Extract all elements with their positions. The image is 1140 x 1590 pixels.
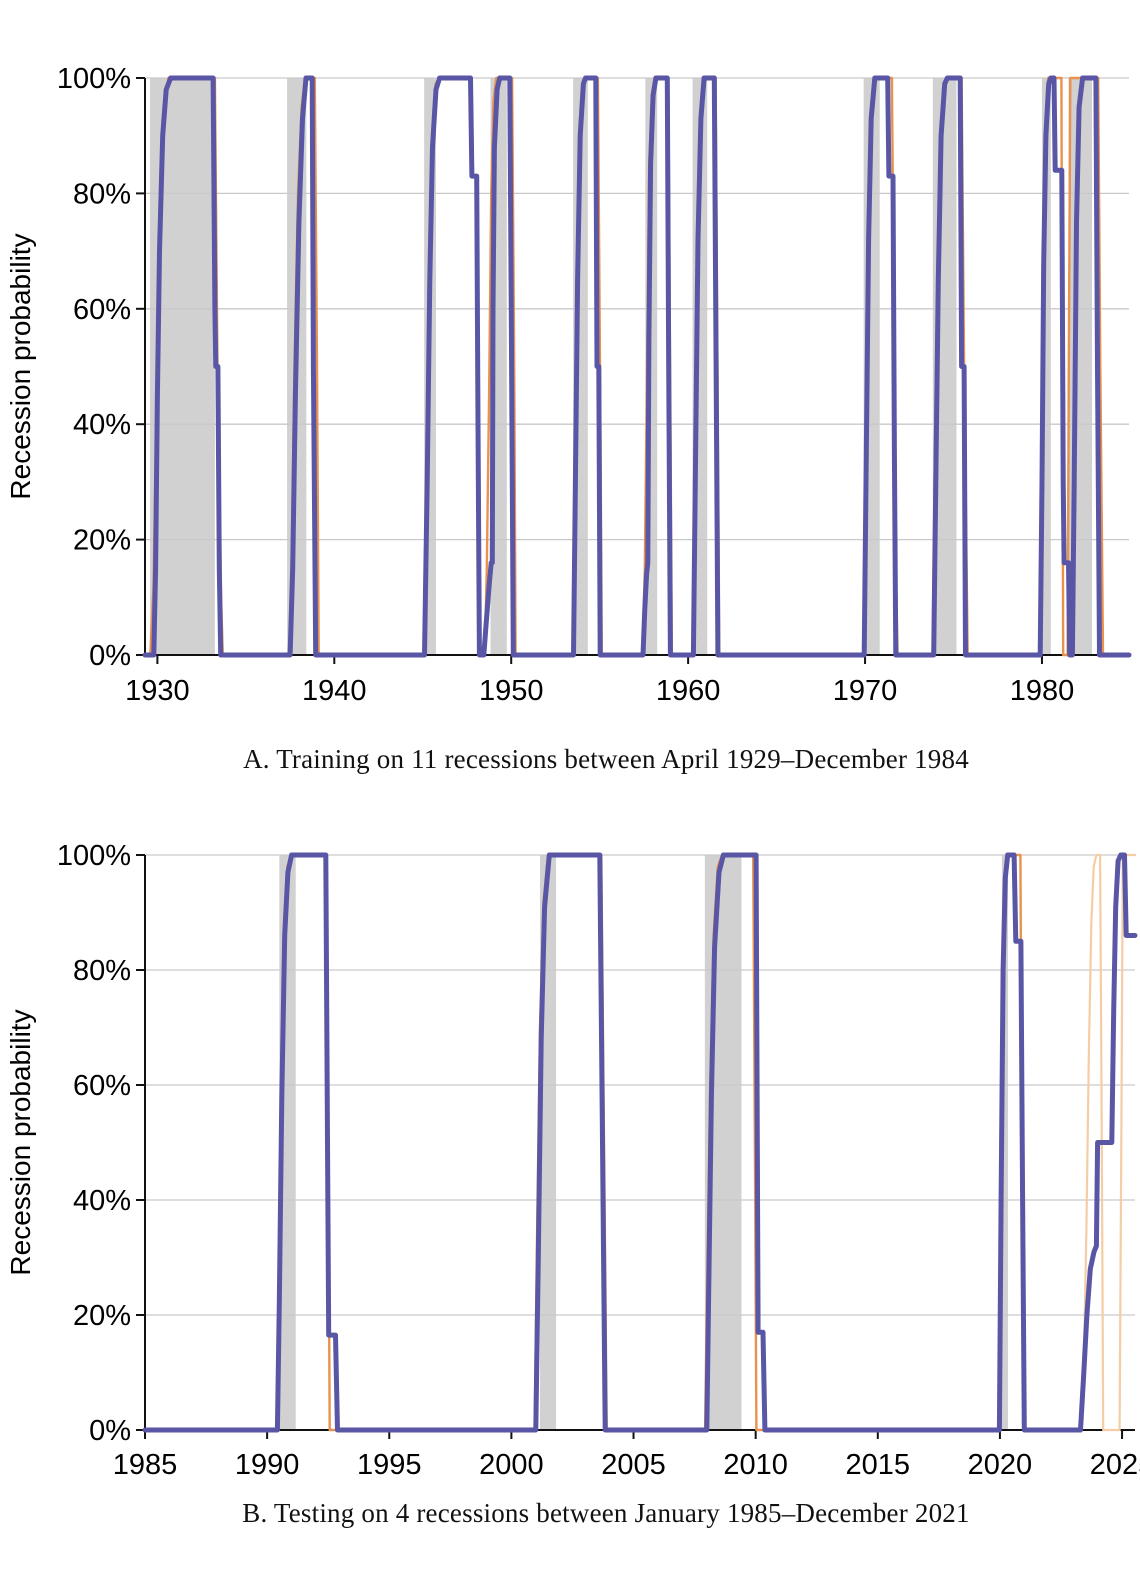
y-tick-label: 80% xyxy=(73,178,131,210)
x-tick-label: 1995 xyxy=(357,1449,422,1481)
y-axis-title: Recession probability xyxy=(5,233,36,499)
panel-a-caption: A. Training on 11 recessions between Apr… xyxy=(243,744,969,774)
x-tick-label: 2005 xyxy=(601,1449,666,1481)
model-probability-line xyxy=(142,75,1132,658)
y-tick-label: 80% xyxy=(73,955,131,987)
x-tick-label: 2000 xyxy=(479,1449,544,1481)
x-tick-label: 1950 xyxy=(479,675,544,707)
model-probability-line xyxy=(142,852,1138,1433)
y-tick-label: 100% xyxy=(57,63,131,95)
x-tick-label: 1985 xyxy=(113,1449,178,1481)
y-tick-label: 60% xyxy=(73,1070,131,1102)
y-tick-label: 60% xyxy=(73,294,131,326)
y-tick-label: 40% xyxy=(73,1185,131,1217)
recession-band xyxy=(1041,78,1051,655)
x-tick-label: 2010 xyxy=(723,1449,788,1481)
y-tick-label: 20% xyxy=(73,1300,131,1332)
y-tick-label: 40% xyxy=(73,409,131,441)
x-tick-label: 1970 xyxy=(833,675,898,707)
y-tick-label: 20% xyxy=(73,525,131,557)
x-tick-label: 2015 xyxy=(846,1449,911,1481)
x-tick-label: 1960 xyxy=(656,675,721,707)
y-axis-title: Recession probability xyxy=(5,1009,36,1275)
y-tick-label: 0% xyxy=(89,1415,131,1447)
x-tick-label: 1980 xyxy=(1010,675,1075,707)
panel-b-caption: B. Testing on 4 recessions between Janua… xyxy=(242,1498,970,1528)
x-tick-label: 1940 xyxy=(302,675,367,707)
y-tick-label: 100% xyxy=(57,840,131,872)
x-tick-label: 1990 xyxy=(235,1449,300,1481)
recession-band xyxy=(1001,855,1008,1430)
y-tick-label: 0% xyxy=(89,640,131,672)
x-tick-label: 1930 xyxy=(125,675,190,707)
x-tick-label: 2025 xyxy=(1090,1449,1140,1481)
x-tick-label: 2020 xyxy=(968,1449,1033,1481)
